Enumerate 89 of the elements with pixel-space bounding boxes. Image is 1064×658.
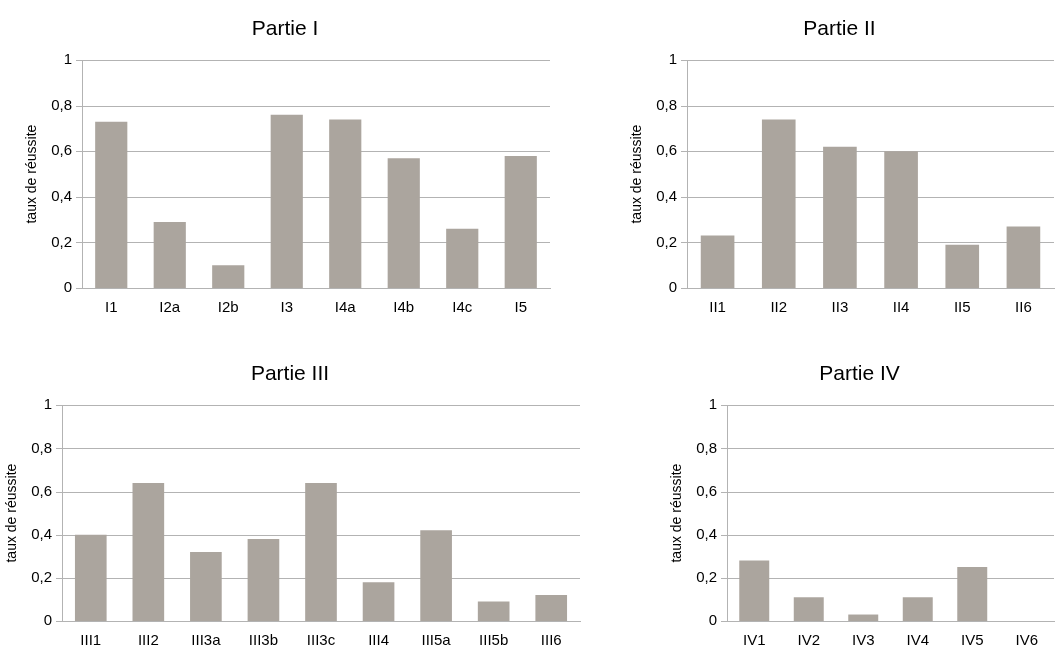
bar xyxy=(739,560,770,621)
y-tick-label: 1 xyxy=(63,50,72,68)
y-tick-label: 0,2 xyxy=(31,567,52,585)
y-tick-label: 0 xyxy=(43,611,52,629)
y-tick-label: 1 xyxy=(708,395,717,413)
bar xyxy=(761,119,796,288)
y-tick-label: 0,6 xyxy=(51,141,72,159)
y-axis-title: taux de réussite xyxy=(3,463,20,563)
bar xyxy=(957,567,988,621)
bar xyxy=(153,221,186,288)
y-tick-label: 0,2 xyxy=(51,232,72,250)
y-tick-label: 0 xyxy=(668,278,677,296)
x-tick-label: I3 xyxy=(280,298,294,316)
bar xyxy=(1006,226,1041,288)
x-tick-label: I5 xyxy=(514,298,528,316)
y-tick-label: 0,4 xyxy=(31,524,52,542)
x-tick-label: IV3 xyxy=(851,631,875,649)
x-tick-label: IV2 xyxy=(797,631,821,649)
y-tick-label: 1 xyxy=(43,395,52,413)
y-tick-label: 0 xyxy=(63,278,72,296)
bar xyxy=(902,597,933,621)
bar xyxy=(190,551,222,621)
bar xyxy=(212,265,245,288)
x-tick-label: I4a xyxy=(334,298,357,316)
y-tick-label: 0,4 xyxy=(656,187,677,205)
x-tick-label: III2 xyxy=(137,631,159,649)
x-tick-label: IV6 xyxy=(1015,631,1039,649)
y-tick-label: 0,8 xyxy=(696,438,717,456)
bar xyxy=(305,482,337,621)
chart-title: Partie IV xyxy=(819,361,900,385)
y-tick-label: 0,6 xyxy=(31,481,52,499)
bar xyxy=(504,155,537,288)
y-axis-title: taux de réussite xyxy=(23,124,40,224)
bar xyxy=(848,614,879,621)
y-axis-title: taux de réussite xyxy=(668,463,685,563)
y-axis-title: taux de réussite xyxy=(628,124,645,224)
bar xyxy=(945,244,980,288)
bar xyxy=(95,121,128,288)
bar xyxy=(74,534,107,621)
x-tick-label: II5 xyxy=(953,298,971,316)
bar xyxy=(362,582,395,621)
x-tick-label: I1 xyxy=(104,298,118,316)
x-tick-label: II6 xyxy=(1015,298,1032,316)
y-tick-label: 0,4 xyxy=(696,524,717,542)
x-tick-label: I2a xyxy=(159,298,181,316)
bar xyxy=(446,228,479,288)
x-tick-label: IV5 xyxy=(960,631,984,649)
bar xyxy=(793,597,824,621)
x-tick-label: II4 xyxy=(892,298,910,316)
y-tick-label: 0,4 xyxy=(51,187,72,205)
bar xyxy=(387,158,420,288)
x-tick-label: III3b xyxy=(248,631,279,649)
y-tick-label: 0,2 xyxy=(696,567,717,585)
x-tick-label: I2b xyxy=(217,298,239,316)
x-tick-label: III3a xyxy=(191,631,222,649)
x-tick-label: II3 xyxy=(831,298,849,316)
chart-title: Partie III xyxy=(250,361,330,385)
x-tick-label: III5b xyxy=(479,631,509,649)
x-tick-label: II1 xyxy=(709,298,726,316)
bar xyxy=(132,482,165,621)
chart-title: Partie I xyxy=(251,16,319,40)
bar xyxy=(477,601,510,621)
bar xyxy=(884,151,918,288)
x-tick-label: IV4 xyxy=(906,631,930,649)
y-tick-label: 0 xyxy=(708,611,717,629)
bar xyxy=(823,146,857,288)
bar xyxy=(535,595,568,621)
bar xyxy=(270,114,303,288)
x-tick-label: III6 xyxy=(540,631,562,649)
x-tick-label: II2 xyxy=(770,298,788,316)
y-tick-label: 0,6 xyxy=(656,141,677,159)
y-tick-label: 0,2 xyxy=(656,232,677,250)
bar xyxy=(247,539,280,621)
bar xyxy=(420,530,452,621)
x-tick-label: III3c xyxy=(306,631,336,649)
x-tick-label: I4b xyxy=(393,298,415,316)
y-tick-label: 0,8 xyxy=(31,438,52,456)
bar xyxy=(329,119,362,288)
chart-title: Partie II xyxy=(803,16,876,40)
bar xyxy=(700,235,735,288)
y-tick-label: 0,6 xyxy=(696,481,717,499)
x-tick-label: IV1 xyxy=(742,631,766,649)
x-tick-label: I4c xyxy=(452,298,473,316)
x-tick-label: III1 xyxy=(80,631,102,649)
y-tick-label: 0,8 xyxy=(656,95,677,113)
y-tick-label: 0,8 xyxy=(51,95,72,113)
y-tick-label: 1 xyxy=(668,50,677,68)
x-tick-label: III5a xyxy=(421,631,452,649)
x-tick-label: III4 xyxy=(368,631,389,649)
